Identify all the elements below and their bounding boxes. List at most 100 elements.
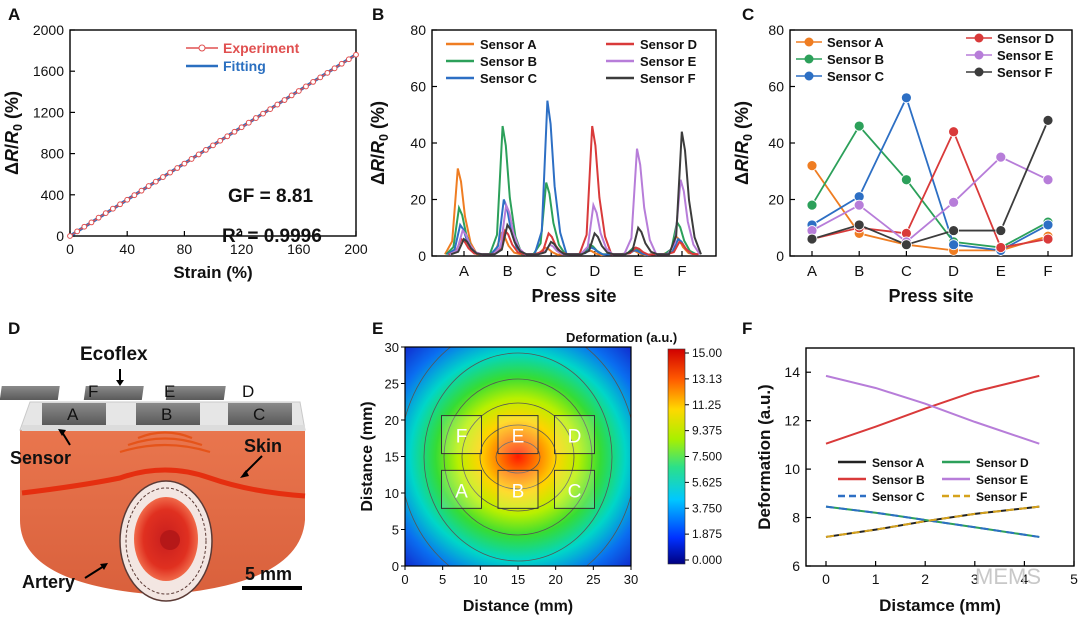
x-tick-label: 0 [822,571,830,587]
series-line-b [811,124,1049,249]
experiment-point [167,169,174,176]
series-line-c [811,95,1049,252]
x-tick-label: 25 [586,572,600,587]
series-point [995,151,1007,163]
colorbar-tick-label: 7.500 [692,450,722,464]
experiment-point [174,165,181,171]
legend-marker [804,54,814,64]
series-line-sensor-c [825,505,1040,538]
x-axis-label: Distamce (mm) [879,596,1001,615]
colorbar-tick-label: 3.750 [692,501,722,515]
sensor-box [497,469,539,509]
legend-label: Sensor A [480,37,537,52]
x-tick-label: 20 [548,572,562,587]
y-tick-label: 80 [410,22,426,38]
y-tick-label: 30 [385,340,399,355]
trace-sensor-c [446,100,698,257]
series-point [1042,219,1054,231]
pad-label-d: D [242,382,254,401]
experiment-point [138,187,145,194]
y-tick-label: 40 [768,135,784,151]
legend-label: Sensor B [872,473,925,487]
x-tick-label: 5 [439,572,446,587]
y-axis-label: Distance (mm) [359,401,376,511]
trace-sensor-f [450,131,702,256]
annotation-gf: GF = 8.81 [228,186,313,207]
experiment-point [145,183,152,189]
legend-marker [804,71,814,81]
series-point [948,196,959,208]
x-tick-label: 4 [1021,571,1029,587]
experiment-point [217,137,224,144]
series-line-sensor-b [825,374,1040,445]
experiment-point [110,205,116,212]
y-tick-label: 0 [418,248,426,264]
sensor-box-label: E [512,427,525,448]
series-point [901,174,912,186]
y-tick-label: 5 [392,523,399,538]
pad-label-c: C [253,405,265,424]
series-line-d [811,129,1049,249]
skin-surface-wave [21,467,306,499]
series-line-sensor-e [825,374,1040,445]
experiment-point [303,83,309,90]
experiment-point [238,124,245,131]
colorbar [667,348,686,565]
legend-label: Sensor F [997,65,1053,80]
x-tick-label: B [503,263,513,280]
y-tick-label: 40 [410,135,426,151]
x-tick-label: 40 [119,241,135,257]
experiment-point [74,228,81,235]
x-tick-label: 0 [66,241,74,257]
experiment-point [295,88,302,94]
x-axis-label: Press site [888,286,973,306]
panel-letter: F [742,319,752,338]
series-point [853,120,865,132]
x-tick-label: F [1043,263,1052,280]
x-tick-label: A [807,263,817,280]
colorbar-tick-label: 1.875 [692,527,722,541]
legend-label: Sensor F [976,490,1027,504]
y-axis-label: Deformation (a.u.) [755,384,774,529]
experiment-point [260,110,266,117]
y-tick-label: 0 [56,228,64,244]
y-tick-label: 800 [41,146,65,162]
heatmap-field [405,347,631,566]
sensor-box [441,469,482,509]
y-axis-label: ΔR/R0 (%) [368,101,391,185]
legend-marker [974,50,984,60]
y-tick-label: 80 [768,22,784,38]
legend-fitting: Fitting [223,58,266,74]
trace-sensor-a [444,168,696,257]
sensor-label: Sensor [10,448,71,468]
experiment-point [152,178,159,185]
y-tick-label: 1200 [33,104,64,120]
contour-lines [405,347,631,566]
x-tick-label: C [901,263,912,280]
experiment-point [331,65,338,72]
experiment-point [124,196,131,203]
x-tick-label: B [854,263,864,280]
colorbar-tick-label: 5.625 [692,475,722,489]
pad-label-f: F [88,382,98,401]
sensor-box-label: B [512,481,525,502]
experiment-point [310,79,317,85]
experiment-point [231,128,238,135]
panel-c: A B C D E F 0 20 40 60 80 Press site ΔR/R0 (%) Sensor… [732,22,1073,306]
series-point [995,242,1007,253]
experiment-point [181,160,188,167]
experiment-point [202,146,209,153]
experiment-point [317,74,324,81]
panel-letter: E [372,319,383,338]
plot-frame [805,347,1075,567]
legend-label: Sensor F [640,71,696,86]
legend-label: Sensor E [640,54,697,69]
experiment-point [195,151,202,158]
series-point [948,126,959,138]
experiment-point [102,210,109,217]
series-point [806,199,818,211]
legend-experiment: Experiment [223,40,300,56]
legend-label: Sensor B [827,52,884,67]
panel-a: 0 40 80 120 160 2000400800120016002000Strain … [2,22,368,282]
